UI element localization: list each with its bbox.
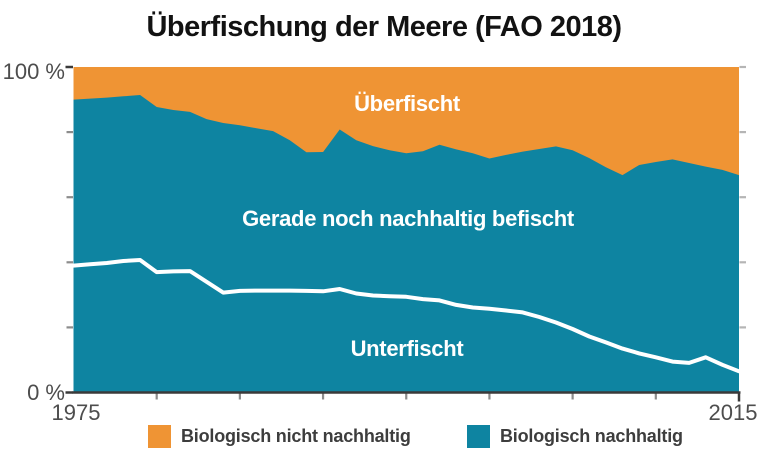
legend-item-sustainable: Biologisch nachhaltig	[467, 425, 683, 448]
legend-label-not-sustainable: Biologisch nicht nachhaltig	[181, 426, 411, 446]
y-axis-label-0: 0 %	[27, 380, 65, 405]
legend-swatch-teal	[467, 425, 490, 448]
legend-label-sustainable: Biologisch nachhaltig	[500, 426, 683, 446]
x-axis-label-2015: 2015	[708, 400, 758, 425]
legend-swatch-orange	[148, 425, 171, 448]
x-axis-label-1975: 1975	[51, 400, 101, 425]
chart-title: Überfischung der Meere (FAO 2018)	[146, 11, 622, 43]
area-label-overfished: Überfischt	[354, 91, 460, 116]
area-label-underfished: Unterfischt	[350, 336, 464, 361]
y-axis-label-100: 100 %	[2, 59, 65, 84]
legend-item-not-sustainable: Biologisch nicht nachhaltig	[148, 425, 411, 448]
area-label-max-sustainable: Gerade noch nachhaltig befischt	[242, 206, 574, 231]
